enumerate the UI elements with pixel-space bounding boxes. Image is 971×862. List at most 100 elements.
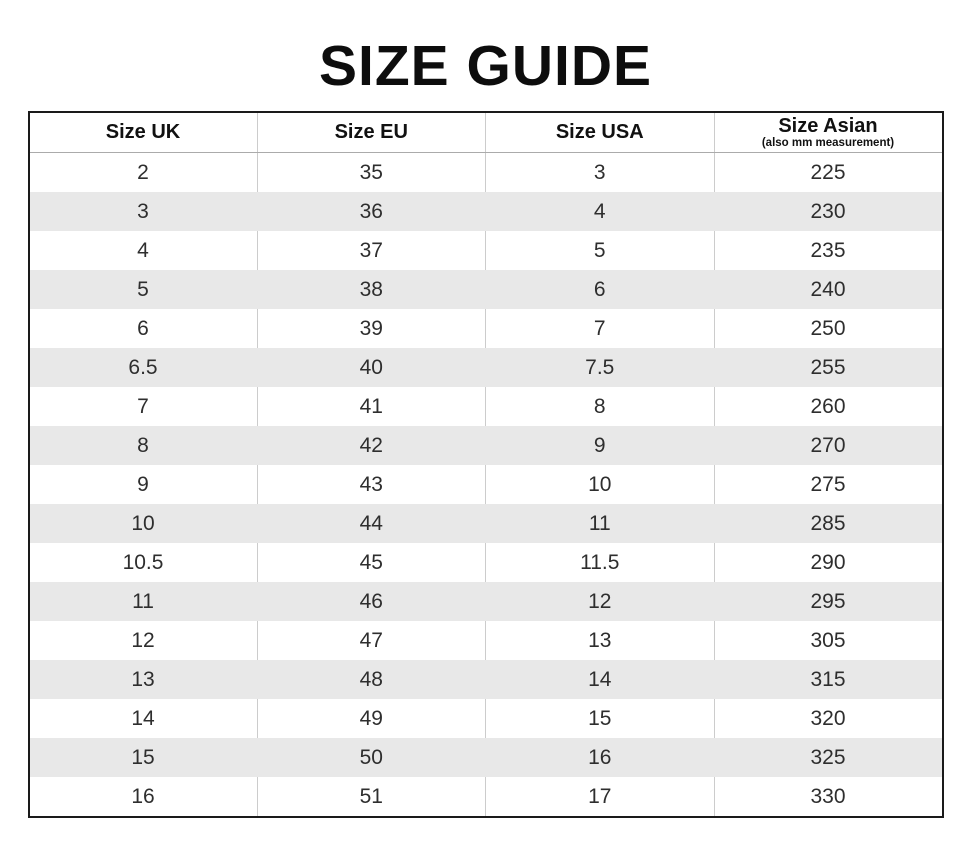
table-row: 13 48 14 315 <box>28 660 943 699</box>
table-cell: 11.5 <box>485 543 714 582</box>
table-cell: 36 <box>256 192 486 231</box>
table-cell: 9 <box>28 465 257 504</box>
table-row: 15 50 16 325 <box>28 738 943 777</box>
table-cell: 13 <box>485 621 714 660</box>
table-cell: 285 <box>713 504 943 543</box>
table-row: 4 37 5 235 <box>28 231 943 270</box>
table-row: 7 41 8 260 <box>28 387 943 426</box>
table-cell: 240 <box>713 270 943 309</box>
table-cell: 305 <box>713 621 943 660</box>
table-cell: 12 <box>28 621 257 660</box>
table-cell: 14 <box>28 699 257 738</box>
size-guide-table: Size UK Size EU Size USA Size Asian (also mm… <box>27 111 944 818</box>
header-row: Size UK Size EU Size USA Size Asian (also mm… <box>28 112 943 153</box>
table-cell: 8 <box>28 426 257 465</box>
table-row: 3 36 4 230 <box>28 192 943 231</box>
table-row: 12 47 13 305 <box>28 621 943 660</box>
table-cell: 315 <box>713 660 943 699</box>
table-body: 2 35 3 225 3 36 4 230 4 37 5 235 5 38 6 240 6 39 7 250 6.5 40… <box>28 152 943 817</box>
table-cell: 6 <box>485 270 714 309</box>
column-sublabel: (also mm measurement) <box>761 136 895 149</box>
table-row: 6 39 7 250 <box>28 309 943 348</box>
column-label: Size UK <box>105 121 181 143</box>
table-cell: 2 <box>28 152 257 192</box>
table-row: 10 44 11 285 <box>28 504 943 543</box>
column-header-size-uk: Size UK <box>28 112 257 153</box>
table-row: 2 35 3 225 <box>28 152 943 192</box>
table-cell: 225 <box>713 152 943 192</box>
column-header-size-eu: Size EU <box>256 112 486 153</box>
table-cell: 41 <box>256 387 486 426</box>
table-cell: 51 <box>256 777 486 817</box>
table-cell: 11 <box>28 582 257 621</box>
table-cell: 9 <box>485 426 714 465</box>
table-cell: 44 <box>256 504 486 543</box>
table-cell: 255 <box>713 348 943 387</box>
table-cell: 16 <box>485 738 714 777</box>
table-cell: 38 <box>256 270 486 309</box>
table-cell: 6 <box>28 309 257 348</box>
table-cell: 3 <box>485 152 714 192</box>
table-row: 14 49 15 320 <box>28 699 943 738</box>
table-cell: 48 <box>256 660 486 699</box>
table-cell: 290 <box>713 543 943 582</box>
table-row: 11 46 12 295 <box>28 582 943 621</box>
table-cell: 45 <box>256 543 486 582</box>
table-cell: 50 <box>256 738 486 777</box>
table-cell: 12 <box>485 582 714 621</box>
table-cell: 10 <box>485 465 714 504</box>
table-header: Size UK Size EU Size USA Size Asian (also mm… <box>28 112 943 153</box>
table-cell: 13 <box>28 660 257 699</box>
page-title: SIZE GUIDE <box>318 34 653 98</box>
table-row: 5 38 6 240 <box>28 270 943 309</box>
table-cell: 35 <box>256 152 486 192</box>
table-cell: 3 <box>28 192 257 231</box>
table-cell: 7 <box>485 309 714 348</box>
table-cell: 39 <box>256 309 486 348</box>
column-header-size-usa: Size USA <box>485 112 714 153</box>
table-cell: 42 <box>256 426 486 465</box>
table-cell: 46 <box>256 582 486 621</box>
table-cell: 47 <box>256 621 486 660</box>
table-cell: 11 <box>485 504 714 543</box>
table-cell: 7 <box>28 387 257 426</box>
table-row: 6.5 40 7.5 255 <box>28 348 943 387</box>
table-row: 9 43 10 275 <box>28 465 943 504</box>
table-cell: 4 <box>485 192 714 231</box>
column-label: Size Asian <box>778 114 878 137</box>
table-cell: 235 <box>713 231 943 270</box>
table-cell: 7.5 <box>485 348 714 387</box>
table-cell: 325 <box>713 738 943 777</box>
column-header-size-asian: Size Asian (also mm measurement) <box>713 112 943 153</box>
table-cell: 17 <box>485 777 714 817</box>
table-cell: 5 <box>485 231 714 270</box>
table-row: 16 51 17 330 <box>28 777 943 817</box>
table-cell: 330 <box>713 777 943 817</box>
table-row: 8 42 9 270 <box>28 426 943 465</box>
table-cell: 14 <box>485 660 714 699</box>
table-cell: 8 <box>485 387 714 426</box>
table-cell: 37 <box>256 231 486 270</box>
table-cell: 4 <box>28 231 257 270</box>
table-cell: 270 <box>713 426 943 465</box>
table-cell: 230 <box>713 192 943 231</box>
table-cell: 295 <box>713 582 943 621</box>
table-cell: 40 <box>256 348 486 387</box>
table-cell: 49 <box>256 699 486 738</box>
table-cell: 6.5 <box>28 348 257 387</box>
table-cell: 15 <box>28 738 257 777</box>
table-cell: 5 <box>28 270 257 309</box>
column-label: Size EU <box>334 121 408 143</box>
table-cell: 10 <box>28 504 257 543</box>
table-cell: 16 <box>28 777 257 817</box>
table-cell: 275 <box>713 465 943 504</box>
column-label: Size USA <box>555 121 644 143</box>
table-cell: 320 <box>713 699 943 738</box>
table-row: 10.5 45 11.5 290 <box>28 543 943 582</box>
table-cell: 43 <box>256 465 486 504</box>
table-cell: 15 <box>485 699 714 738</box>
table-cell: 250 <box>713 309 943 348</box>
table-cell: 260 <box>713 387 943 426</box>
table-cell: 10.5 <box>28 543 257 582</box>
